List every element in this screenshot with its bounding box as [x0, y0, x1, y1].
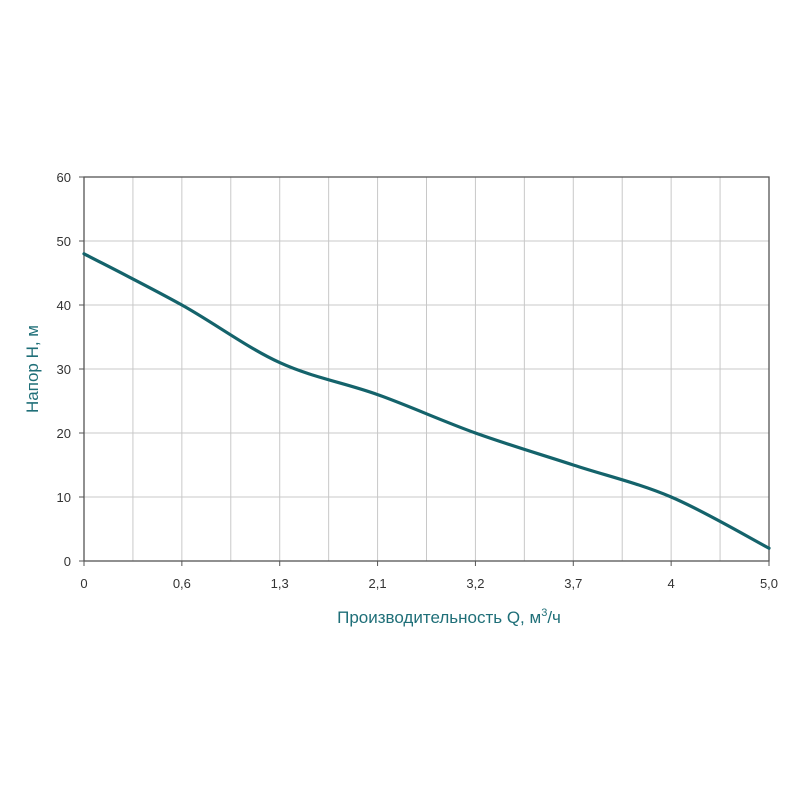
chart-grid [84, 177, 769, 561]
series-group [82, 252, 771, 550]
x-tick-label: 3,2 [466, 576, 484, 591]
x-tick-label: 3,7 [564, 576, 582, 591]
x-tick-label: 1,3 [271, 576, 289, 591]
y-axis-title: Напор H, м [23, 325, 42, 413]
y-tick-label: 30 [57, 362, 71, 377]
x-axis-title-tail: /ч [547, 608, 561, 627]
x-axis-title: Производительность Q, м3/ч [337, 607, 561, 627]
x-tick-label: 5,0 [760, 576, 778, 591]
x-tick-label: 0,6 [173, 576, 191, 591]
y-tick-label: 10 [57, 490, 71, 505]
y-tick-label: 20 [57, 426, 71, 441]
y-tick-label: 0 [64, 554, 71, 569]
x-axis-title-main: Производительность Q, м [337, 608, 541, 627]
x-tick-label: 2,1 [369, 576, 387, 591]
x-tick-label: 0 [80, 576, 87, 591]
x-axis-title-superscript: 3 [541, 607, 547, 619]
x-axis-ticks: 0 0,6 1,3 2,1 3,2 3,7 4 5,0 [80, 561, 778, 591]
y-tick-label: 60 [57, 170, 71, 185]
y-axis-ticks: 0 10 20 30 40 50 60 [57, 170, 84, 569]
x-tick-label: 4 [668, 576, 675, 591]
series-line [82, 252, 771, 550]
y-tick-label: 40 [57, 298, 71, 313]
y-tick-label: 50 [57, 234, 71, 249]
